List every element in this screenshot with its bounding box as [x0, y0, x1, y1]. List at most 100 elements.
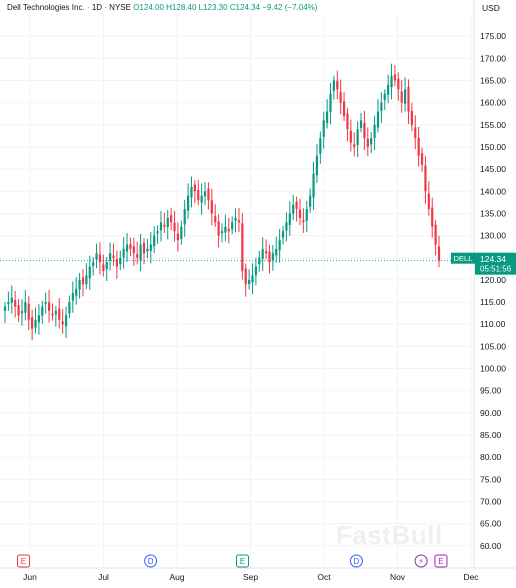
last-price-tag — [475, 252, 516, 275]
low-value: L123.30 — [198, 3, 228, 12]
candle-body — [420, 153, 424, 165]
y-tick-label: 95.00 — [480, 386, 502, 396]
candle-body — [75, 288, 78, 296]
y-tick-label: 150.00 — [480, 142, 506, 152]
event-marker[interactable] — [349, 554, 363, 568]
candle-body — [251, 275, 254, 283]
candle-body — [234, 217, 237, 221]
candle-body — [349, 130, 352, 143]
candle-body — [380, 102, 383, 111]
candle-body — [410, 110, 413, 125]
event-marker[interactable] — [144, 554, 158, 568]
candle-body — [44, 302, 47, 304]
x-tick-label: Oct — [317, 572, 331, 582]
event-marker-label: E — [240, 557, 245, 566]
candle-body — [264, 251, 268, 254]
y-tick-label: 175.00 — [480, 31, 506, 41]
high-value: H128.40 — [166, 3, 197, 12]
candle-body — [278, 240, 281, 251]
symbol-tag — [451, 252, 475, 264]
candle-body — [271, 253, 274, 261]
candle-body — [302, 220, 305, 223]
candle-body — [329, 93, 332, 112]
event-marker[interactable] — [434, 554, 448, 568]
y-tick-label: 60.00 — [480, 541, 502, 551]
candle-body — [47, 302, 51, 311]
symbol-title: Dell Technologies Inc. — [7, 3, 85, 12]
candle-body — [92, 262, 95, 267]
candle-body — [34, 319, 37, 328]
candle-body — [180, 226, 183, 239]
candle-body — [383, 93, 386, 101]
y-tick-label: 85.00 — [480, 430, 502, 440]
event-marker-label: D — [148, 557, 154, 566]
y-tick-label: 105.00 — [480, 341, 506, 351]
candle-body — [298, 209, 302, 218]
candle-body — [105, 262, 108, 270]
candle-body — [281, 231, 285, 238]
event-marker-label: D — [354, 557, 360, 566]
change-value: −9.42 — [262, 3, 283, 12]
candle-body — [41, 306, 44, 316]
candle-body — [95, 253, 98, 260]
candle-body — [346, 113, 349, 130]
interval-label[interactable]: 1D — [91, 3, 103, 12]
candle-body — [231, 222, 234, 230]
candle-body — [14, 300, 17, 307]
candle-body — [366, 138, 369, 147]
candle-body — [342, 101, 346, 116]
candle-body — [78, 279, 81, 290]
y-tick-label: 160.00 — [480, 98, 506, 108]
candle-body — [397, 78, 400, 90]
candle-body — [427, 193, 430, 210]
candle-body — [332, 80, 335, 92]
event-marker[interactable] — [16, 554, 30, 568]
candle-body — [326, 111, 329, 123]
candle-body — [254, 266, 258, 276]
candle-body — [156, 231, 159, 234]
candle-body — [356, 129, 359, 145]
x-tick-label: Sep — [243, 572, 258, 582]
candle-body — [275, 248, 278, 256]
x-tick-label: Aug — [169, 572, 184, 582]
candle-body — [370, 138, 373, 145]
candle-body — [20, 310, 24, 314]
y-axis-unit: USD — [482, 3, 500, 13]
x-tick-label: Jul — [98, 572, 109, 582]
candle-body — [200, 195, 203, 203]
change-percent: (−7.04%) — [284, 3, 318, 12]
y-tick-label: 90.00 — [480, 408, 502, 418]
candle-body — [10, 297, 13, 303]
candle-body — [437, 246, 441, 261]
candle-body — [81, 277, 85, 285]
candle-body — [183, 209, 186, 225]
candle-body — [129, 244, 132, 249]
candle-body — [170, 215, 173, 223]
candle-body — [319, 138, 322, 154]
candle-body — [315, 155, 319, 176]
candle-body — [109, 253, 112, 261]
candle-body — [176, 233, 180, 241]
candle-body — [24, 302, 27, 313]
candle-body — [68, 302, 71, 314]
close-value: C124.34 — [229, 3, 261, 12]
chart-legend: Dell Technologies Inc. · 1D · NYSE O124.… — [7, 3, 318, 12]
event-marker-label: E — [438, 557, 443, 566]
candle-body — [339, 91, 342, 103]
candle-body — [217, 221, 220, 236]
y-tick-label: 170.00 — [480, 53, 506, 63]
candle-body — [139, 244, 142, 261]
event-marker[interactable] — [414, 554, 428, 568]
candle-body — [163, 224, 166, 227]
candle-body — [431, 207, 434, 227]
last-price-value: 124.34 — [480, 254, 506, 264]
candle-body — [173, 222, 176, 232]
candle-body — [292, 204, 295, 214]
candle-body — [132, 246, 135, 254]
event-marker[interactable] — [236, 554, 249, 568]
y-tick-label: 145.00 — [480, 164, 506, 174]
y-tick-label: 140.00 — [480, 186, 506, 196]
candle-body — [322, 120, 325, 138]
